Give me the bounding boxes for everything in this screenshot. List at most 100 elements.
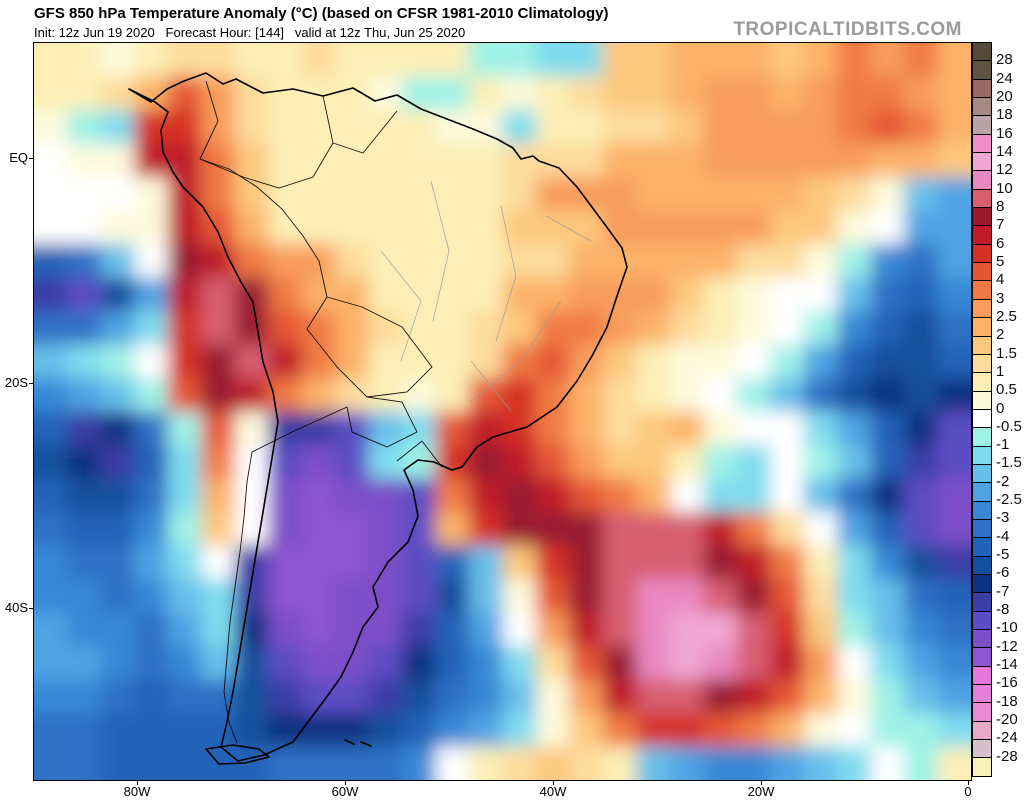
colorbar-cell — [973, 171, 991, 190]
colorbar-tick-label: -2 — [996, 472, 1010, 490]
colorbar-tick-label: 7 — [996, 216, 1005, 234]
lon-label: 60W — [331, 784, 359, 799]
colorbar-cell — [973, 446, 991, 465]
colorbar-cell — [973, 703, 991, 722]
colorbar-cell — [973, 740, 991, 759]
colorbar-cell — [973, 721, 991, 741]
colorbar-tick-label: -6 — [996, 564, 1010, 582]
coastline — [128, 72, 628, 765]
colorbar-cell — [973, 61, 991, 80]
colorbar-cell — [973, 98, 991, 117]
colorbar-tick-label: 4 — [996, 271, 1005, 289]
colorbar-cell — [973, 574, 991, 594]
colorbar-tick-label: -1.5 — [996, 454, 1022, 472]
colorbar-cell — [973, 208, 991, 227]
colorbar-cell — [973, 556, 991, 575]
colorbar-cell — [973, 409, 991, 429]
colorbar-tick-label: -16 — [996, 674, 1018, 692]
colorbar-tick-label: 16 — [996, 124, 1013, 142]
colorbar-cell — [973, 299, 991, 319]
lat-tick — [29, 158, 34, 159]
colorbar-tick-label: -1 — [996, 436, 1010, 454]
lat-tick — [29, 383, 34, 384]
page-title: GFS 850 hPa Temperature Anomaly (°C) (ba… — [34, 5, 609, 22]
colorbar-tick-label: 3 — [996, 289, 1005, 307]
colorbar-tick-label: 10 — [996, 179, 1013, 197]
colorbar-cell — [973, 43, 991, 62]
colorbar-tick-label: -18 — [996, 692, 1018, 710]
lon-tick — [345, 780, 346, 785]
colorbar-cell — [973, 244, 991, 264]
colorbar-cell — [973, 189, 991, 209]
colorbar-tick-label: 8 — [996, 197, 1005, 215]
anomaly-field — [34, 43, 971, 780]
colorbar-cell — [973, 611, 991, 630]
colorbar-cell — [973, 281, 991, 300]
colorbar-tick-label: -8 — [996, 601, 1010, 619]
colorbar-tick-label: 28 — [996, 51, 1013, 69]
map-canvas — [34, 43, 971, 780]
colorbar-cell — [973, 336, 991, 355]
tropicaltidbits-watermark: TROPICALTIDBITS.COM — [733, 19, 962, 40]
country-borders — [199, 80, 443, 744]
colorbar-tick-label: 24 — [996, 69, 1013, 87]
colorbar-tick-label: 1 — [996, 362, 1005, 380]
colorbar-tick-label: 0 — [996, 399, 1005, 417]
init-forecast-line: Init: 12z Jun 19 2020 Forecast Hour: [14… — [34, 25, 466, 40]
colorbar-cell — [973, 116, 991, 135]
colorbar-cell — [973, 538, 991, 557]
colorbar-tick-label: -2.5 — [996, 491, 1022, 509]
colorbar-cell — [973, 501, 991, 520]
lon-label: 20W — [747, 784, 775, 799]
colorbar-tick-label: 5 — [996, 252, 1005, 270]
colorbar-cell — [973, 373, 991, 392]
colorbar-tick-label: 2.5 — [996, 307, 1017, 325]
colorbar-tick-label: -20 — [996, 711, 1018, 729]
colorbar-tick-label: -0.5 — [996, 417, 1022, 435]
colorbar-cell — [973, 666, 991, 686]
colorbar-cell — [973, 464, 991, 484]
colorbar-cell — [973, 79, 991, 99]
colorbar-tick-label: -24 — [996, 729, 1018, 747]
colorbar-cell — [973, 593, 991, 612]
colorbar-tick-label: 14 — [996, 142, 1013, 160]
colorbar-tick-label: 0.5 — [996, 381, 1017, 399]
colorbar-cell — [973, 226, 991, 245]
colorbar-cell — [973, 428, 991, 447]
colorbar-cell — [973, 318, 991, 337]
colorbar-tick-label: -7 — [996, 582, 1010, 600]
colorbar-cell — [973, 630, 991, 649]
colorbar-tick-label: 6 — [996, 234, 1005, 252]
tierra-del-fuego — [205, 744, 270, 765]
colorbar-cell — [973, 758, 991, 776]
state-borders — [380, 180, 592, 412]
colorbar-cell — [973, 263, 991, 282]
lat-label: 20S — [4, 375, 28, 390]
lat-tick — [29, 608, 34, 609]
lon-label: 80W — [123, 784, 151, 799]
lat-label: 40S — [4, 600, 28, 615]
colorbar-cell — [973, 519, 991, 539]
colorbar-tick-label: -4 — [996, 527, 1010, 545]
colorbar-cell — [973, 391, 991, 410]
colorbar-tick-label: 12 — [996, 161, 1013, 179]
lon-tick — [968, 780, 969, 785]
lon-label: 0 — [964, 784, 972, 799]
map-frame — [33, 42, 972, 781]
colorbar — [972, 42, 992, 777]
lon-tick — [553, 780, 554, 785]
colorbar-cell — [973, 134, 991, 154]
falkland-islands — [344, 739, 372, 747]
colorbar-tick-label: 18 — [996, 106, 1013, 124]
colorbar-tick-label: 2 — [996, 326, 1005, 344]
colorbar-tick-label: 1.5 — [996, 344, 1017, 362]
lat-label: EQ — [9, 150, 28, 165]
colorbar-tick-label: -14 — [996, 656, 1018, 674]
colorbar-tick-label: 20 — [996, 87, 1013, 105]
colorbar-tick-label: -5 — [996, 546, 1010, 564]
colorbar-cell — [973, 153, 991, 172]
colorbar-tick-label: -12 — [996, 637, 1018, 655]
colorbar-cell — [973, 483, 991, 502]
colorbar-tick-label: -10 — [996, 619, 1018, 637]
